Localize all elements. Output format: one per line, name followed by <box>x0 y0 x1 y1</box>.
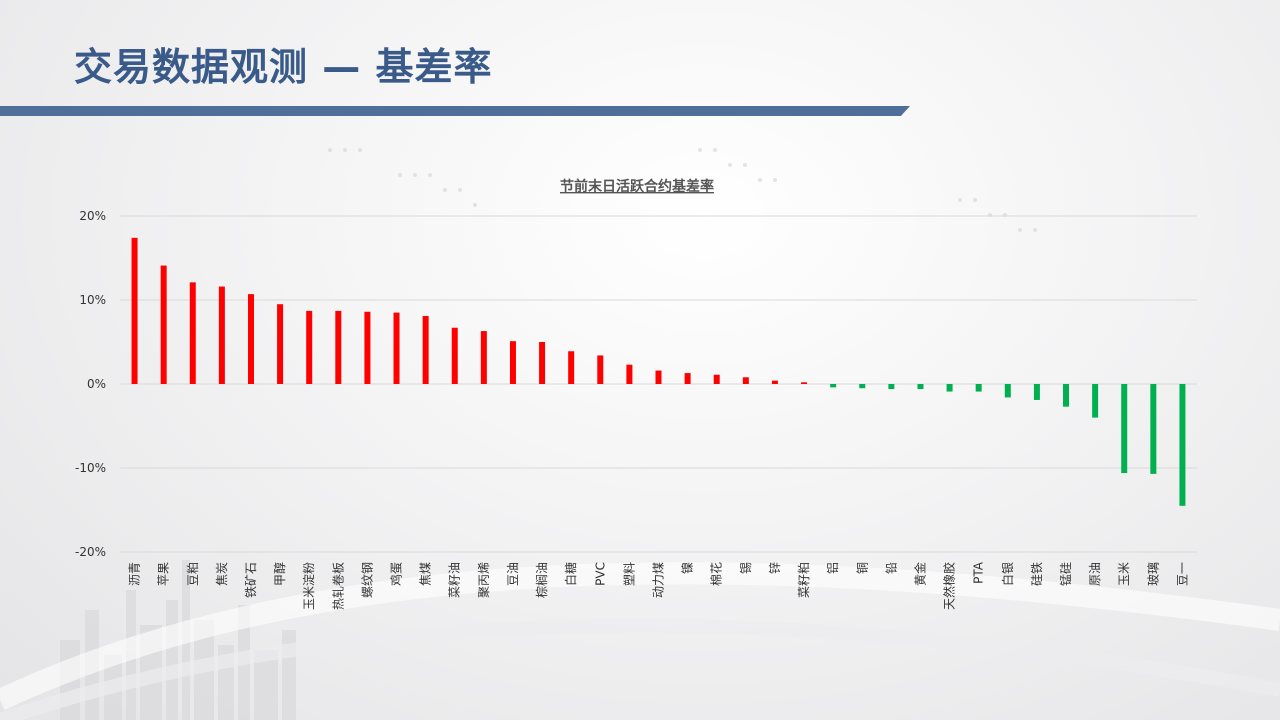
x-tick-label: 棉花 <box>709 562 724 586</box>
x-tick-label: 菜籽油 <box>448 562 462 598</box>
bar-黄金 <box>917 384 924 390</box>
bar-白糖 <box>568 351 575 384</box>
bar-铁矿石 <box>247 294 254 384</box>
page-title: 交易数据观测 — 基差率 <box>74 45 493 89</box>
bar-天然橡胶 <box>946 384 953 392</box>
x-tick-label: 硅铁 <box>1030 562 1044 586</box>
bar-菜籽油 <box>451 327 458 384</box>
x-tick-label: 玉米 <box>1117 562 1131 586</box>
y-tick-label: 0% <box>87 377 106 391</box>
bars <box>131 237 1186 506</box>
x-tick-label: 动力煤 <box>652 562 666 598</box>
bar-镍 <box>684 373 691 384</box>
title-underline-bar <box>0 106 910 116</box>
x-tick-label: 原油 <box>1088 562 1102 586</box>
bar-苹果 <box>160 265 167 384</box>
bar-铜 <box>859 384 866 389</box>
bar-鸡蛋 <box>393 312 400 384</box>
x-tick-label: 鸡蛋 <box>389 562 404 586</box>
bar-螺纹钢 <box>364 311 371 384</box>
bar-焦炭 <box>218 286 225 384</box>
bar-PVC <box>597 355 604 384</box>
x-tick-label: 塑料 <box>621 562 636 586</box>
bar-动力煤 <box>655 370 662 384</box>
bar-豆油 <box>509 341 516 384</box>
x-tick-label: 菜籽粕 <box>796 562 811 598</box>
x-tick-label: 热轧卷板 <box>330 562 345 610</box>
x-tick-label: 聚丙烯 <box>477 562 491 598</box>
x-tick-label: 焦炭 <box>215 562 229 586</box>
bar-锡 <box>742 377 749 384</box>
y-tick-label: 20% <box>79 209 106 223</box>
gridlines <box>120 215 1197 553</box>
bar-白银 <box>1004 384 1011 398</box>
x-tick-label: 沥青 <box>128 562 142 586</box>
y-tick-label: -20% <box>75 545 106 559</box>
bar-聚丙烯 <box>480 331 487 384</box>
bar-铝 <box>830 384 837 388</box>
y-tick-label: -10% <box>75 461 106 475</box>
x-tick-label: 玉米淀粉 <box>302 562 316 610</box>
x-tick-label: 白糖 <box>563 562 578 586</box>
bar-锰硅 <box>1063 384 1070 407</box>
x-tick-label: 黄金 <box>912 562 927 586</box>
x-tick-label: 豆油 <box>506 562 520 586</box>
y-axis-tick-labels: 20% 10% 0% -10% -20% <box>75 209 106 559</box>
x-tick-label: 螺纹钢 <box>360 562 374 598</box>
x-tick-label: 焦煤 <box>419 562 433 586</box>
bar-PTA <box>975 384 982 392</box>
bar-焦煤 <box>422 315 429 384</box>
bar-塑料 <box>626 364 633 384</box>
x-tick-label: 锌 <box>768 562 782 574</box>
bar-豆一 <box>1179 384 1186 506</box>
x-tick-label: 镍 <box>681 562 695 574</box>
bar-铅 <box>888 384 895 390</box>
bar-锌 <box>771 380 778 384</box>
x-tick-label: 棕榈油 <box>534 562 549 598</box>
bar-硅铁 <box>1033 384 1040 400</box>
bar-沥青 <box>131 237 138 384</box>
x-tick-label: 玻璃 <box>1146 562 1160 586</box>
bar-玉米 <box>1121 384 1128 474</box>
x-tick-label: 豆一 <box>1175 562 1189 586</box>
x-tick-label: 锡 <box>738 562 753 574</box>
x-tick-label: PTA <box>972 561 986 584</box>
bar-棕榈油 <box>539 342 546 384</box>
y-tick-label: 10% <box>79 293 106 307</box>
x-tick-label: 锰硅 <box>1058 562 1073 586</box>
bar-原油 <box>1092 384 1099 418</box>
x-tick-label: 豆粕 <box>185 562 200 586</box>
chart-title: 节前末日活跃合约基差率 <box>560 178 714 195</box>
bar-棉花 <box>713 374 720 384</box>
x-tick-label: 天然橡胶 <box>942 562 957 610</box>
bar-玉米淀粉 <box>306 310 313 384</box>
bar-菜籽粕 <box>801 382 808 384</box>
x-tick-label: 铅 <box>884 562 898 574</box>
bar-甲醇 <box>277 304 284 384</box>
x-axis-category-labels: 沥青 苹果 豆粕 焦炭 铁矿石 甲醇 玉米淀粉 热轧卷板 螺纹钢 鸡蛋 焦煤 菜籽油 聚丙烯 豆油 棕榈油白… <box>128 561 1190 610</box>
x-tick-label: 铝 <box>825 562 840 574</box>
x-tick-label: 甲醇 <box>272 562 287 586</box>
x-tick-label: PVC <box>593 562 607 586</box>
x-tick-label: 铜 <box>854 562 869 574</box>
x-tick-label: 苹果 <box>157 562 171 586</box>
bar-玻璃 <box>1150 384 1157 474</box>
bar-豆粕 <box>189 282 196 384</box>
x-tick-label: 白银 <box>1000 562 1015 586</box>
x-tick-label: 铁矿石 <box>244 562 258 598</box>
bar-热轧卷板 <box>335 310 342 384</box>
